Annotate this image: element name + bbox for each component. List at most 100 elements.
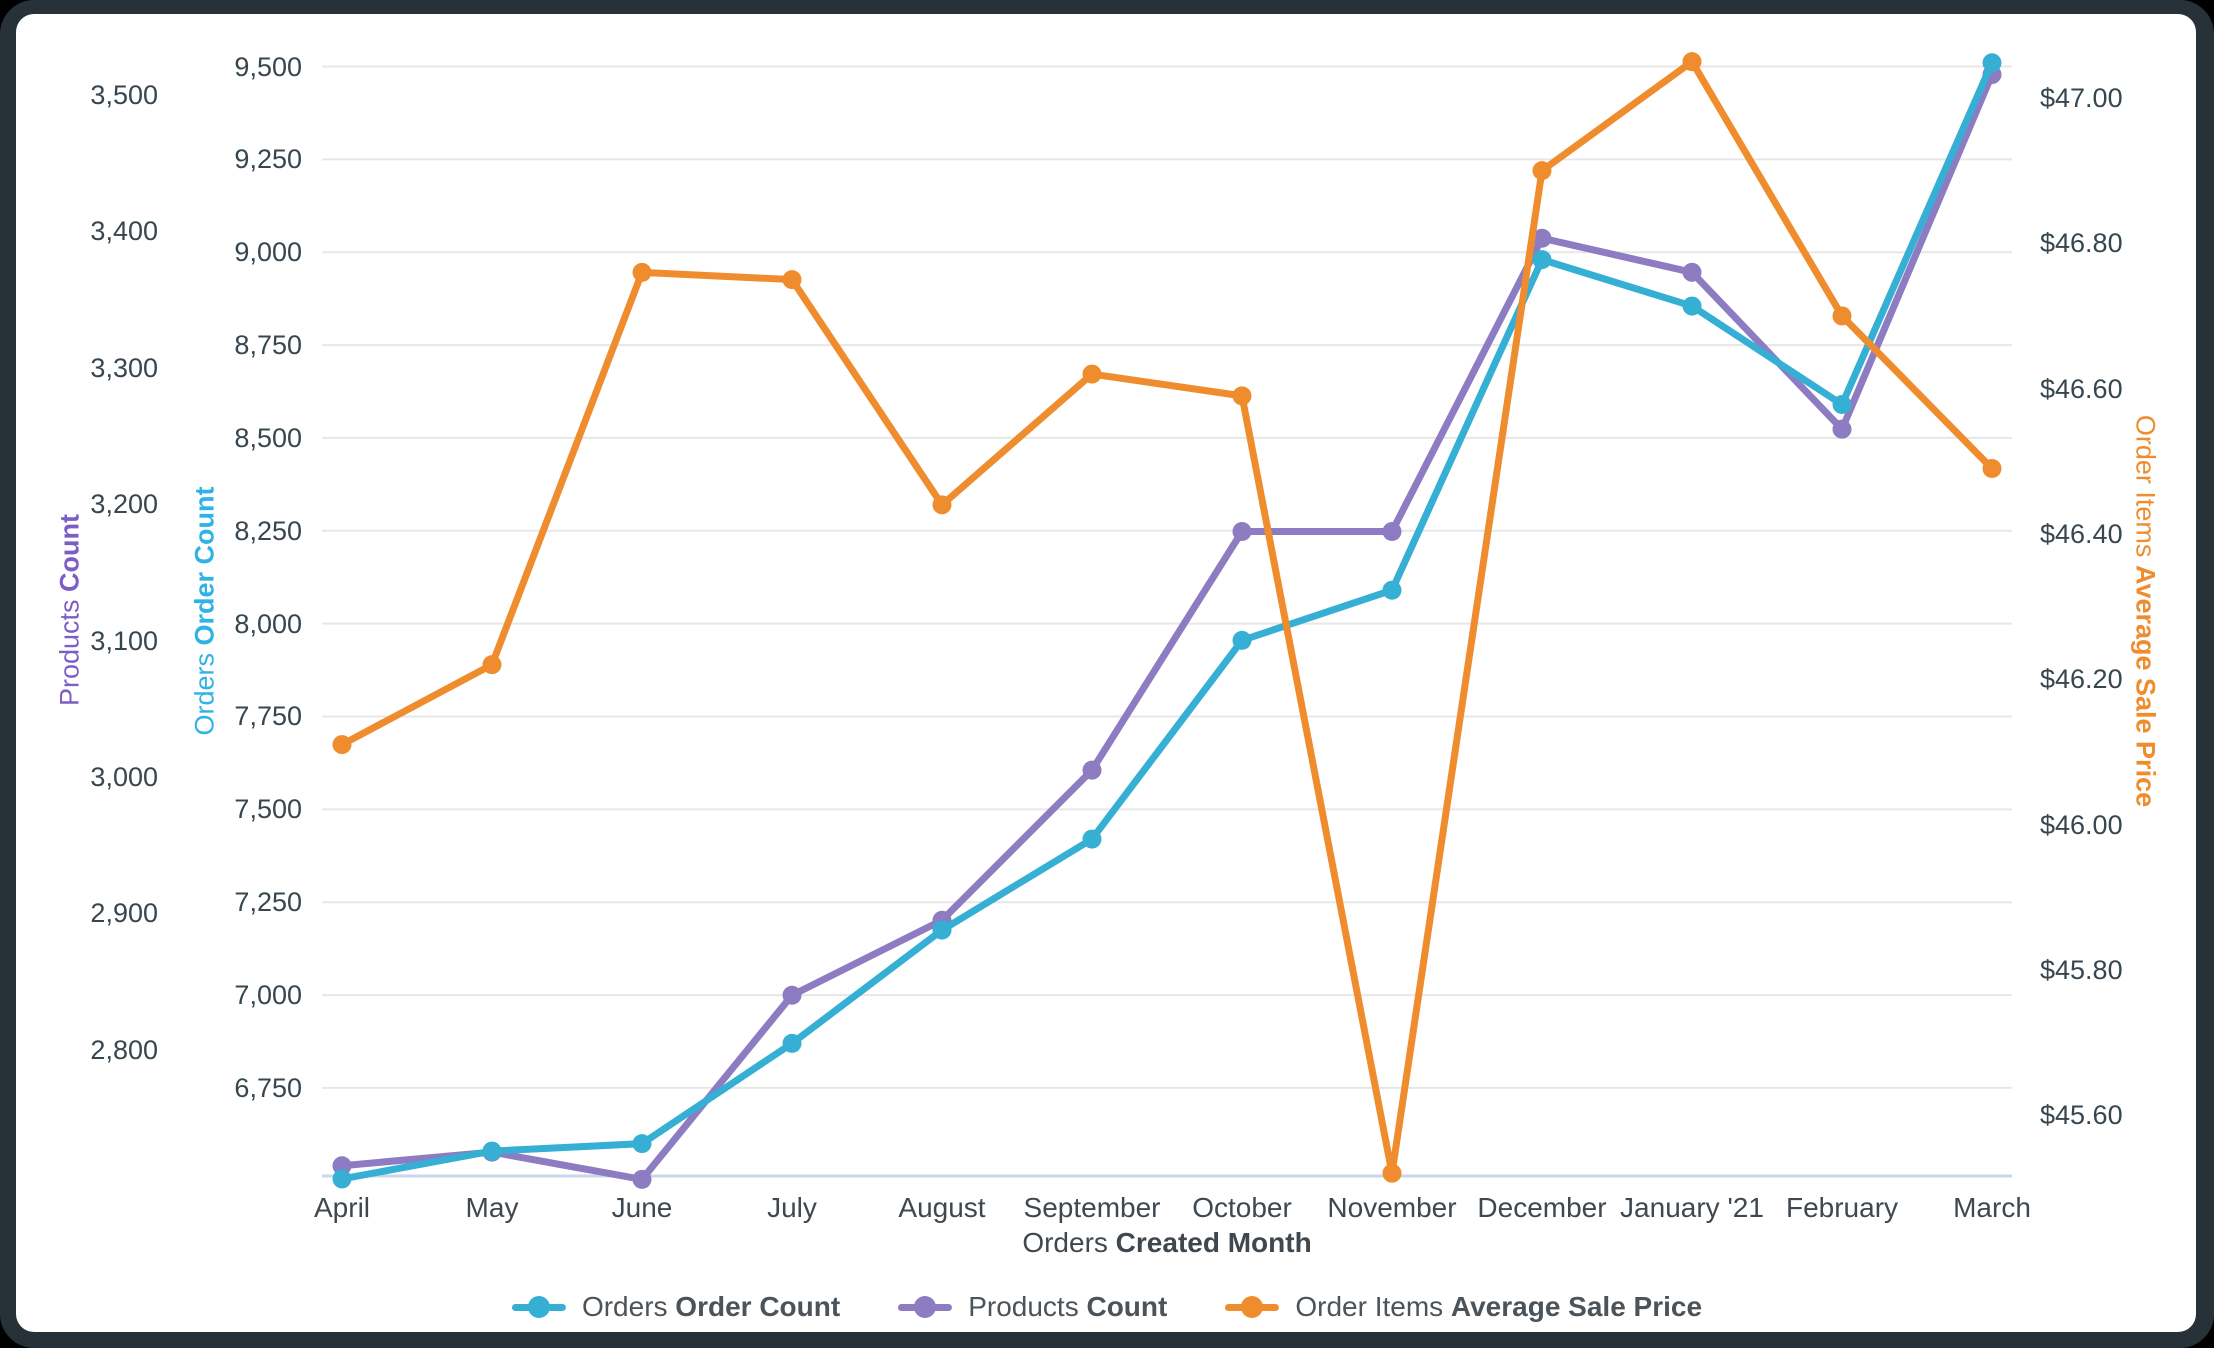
data-point-order-count-8[interactable]	[1532, 250, 1552, 270]
y-tick-orders: 9,500	[234, 51, 302, 82]
plot-layer: 9,500 9,250 9,000 8,750 8,500 8,250 8,000 7,750…	[16, 14, 2196, 1332]
data-point-count-10[interactable]	[1832, 419, 1852, 439]
data-point-order-count-9[interactable]	[1682, 296, 1702, 316]
data-point-average-sale-price-7[interactable]	[1382, 1163, 1402, 1183]
axis-title-view: Order Items	[2130, 414, 2161, 558]
x-tick-month: December	[1477, 1192, 1607, 1223]
legend-label-field: Order Count	[675, 1291, 841, 1322]
legend-label: Orders Order Count	[582, 1291, 840, 1323]
legend-marker-line	[1225, 1296, 1280, 1318]
axis-title-field: Count	[54, 513, 85, 592]
y-tick-orders: 9,000	[234, 237, 302, 268]
data-point-count-0[interactable]	[332, 1156, 352, 1176]
data-point-count-9[interactable]	[1682, 262, 1702, 282]
x-axis-title-field: Created Month	[1115, 1227, 1312, 1258]
data-point-average-sale-price-4[interactable]	[932, 495, 952, 515]
axis-title-field: Order Count	[189, 486, 220, 646]
y-tick-products: 3,100	[90, 625, 158, 656]
x-tick-month: February	[1785, 1192, 1899, 1223]
data-point-order-count-0[interactable]	[332, 1169, 352, 1189]
y-tick-products: 3,500	[90, 80, 158, 110]
legend-marker-dot	[1241, 1296, 1264, 1318]
y-tick-price: $46.60	[2040, 373, 2123, 404]
data-point-average-sale-price-10[interactable]	[1832, 306, 1852, 326]
data-point-average-sale-price-2[interactable]	[632, 262, 652, 282]
chart-legend: Orders Order Count Products Count	[511, 1291, 1702, 1323]
y-tick-price: $46.40	[2040, 518, 2123, 549]
data-point-count-5[interactable]	[1082, 760, 1102, 780]
data-point-order-count-6[interactable]	[1232, 630, 1252, 650]
legend-label: Products Count	[968, 1291, 1167, 1323]
data-point-count-8[interactable]	[1532, 228, 1552, 248]
series-line-count[interactable]	[338, 71, 1996, 1183]
y-tick-products: 3,200	[90, 489, 158, 520]
y-tick-products: 3,000	[90, 762, 158, 792]
data-point-average-sale-price-8[interactable]	[1532, 161, 1552, 181]
legend-item-products-count[interactable]: Products Count	[898, 1291, 1167, 1323]
axis-title-view: Products	[54, 599, 85, 707]
x-tick-month: March	[1953, 1192, 2031, 1223]
legend-item-average-sale-price[interactable]: Order Items Average Sale Price	[1225, 1291, 1702, 1323]
data-point-order-count-2[interactable]	[632, 1134, 652, 1154]
series-line-order-count[interactable]	[338, 59, 1996, 1183]
y-tick-price: $45.80	[2040, 954, 2123, 985]
y-tick-orders: 8,750	[234, 330, 302, 361]
axis-title-view: Orders	[189, 652, 220, 736]
legend-label-field: Average Sale Price	[1450, 1291, 1703, 1322]
data-point-count-2[interactable]	[632, 1169, 652, 1189]
y-tick-orders: 7,750	[234, 701, 302, 732]
chart-card: 9,500 9,250 9,000 8,750 8,500 8,250 8,000 7,750…	[16, 14, 2196, 1332]
y-tick-orders: 7,250	[234, 887, 302, 918]
x-tick-month: October	[1192, 1192, 1292, 1223]
data-point-average-sale-price-1[interactable]	[482, 655, 502, 675]
data-point-order-count-1[interactable]	[482, 1141, 502, 1161]
legend-marker-line	[898, 1296, 953, 1318]
x-tick-month: May	[465, 1192, 519, 1223]
y-tick-price: $46.80	[2040, 228, 2123, 259]
data-point-average-sale-price-11[interactable]	[1982, 459, 2002, 479]
y-tick-products: 3,400	[90, 216, 158, 247]
x-tick-month: July	[767, 1192, 817, 1223]
legend-label-field: Count	[1086, 1291, 1168, 1322]
legend-label-view: Orders	[581, 1291, 668, 1322]
y-tick-orders: 9,250	[234, 144, 302, 175]
legend-marker-dot	[914, 1296, 937, 1318]
data-point-count-7[interactable]	[1382, 521, 1402, 541]
data-point-order-count-7[interactable]	[1382, 580, 1402, 600]
y-axis-title-products-count: Products Count	[55, 514, 86, 706]
data-point-order-count-11[interactable]	[1982, 53, 2002, 73]
data-point-order-count-5[interactable]	[1082, 829, 1102, 849]
data-point-order-count-3[interactable]	[782, 1033, 802, 1053]
y-axis-title-average-sale-price: Order Items Average Sale Price	[2130, 415, 2161, 807]
data-point-average-sale-price-0[interactable]	[332, 735, 352, 755]
legend-label-view: Order Items	[1295, 1291, 1444, 1322]
data-point-count-3[interactable]	[782, 985, 802, 1005]
x-tick-month: August	[898, 1192, 986, 1223]
y-tick-orders: 8,500	[234, 422, 302, 453]
data-point-count-6[interactable]	[1232, 521, 1252, 541]
y-tick-products: 3,300	[90, 352, 158, 383]
y-tick-orders: 7,000	[234, 980, 302, 1011]
line-chart-plot	[322, 52, 2012, 1189]
y-tick-price: $47.00	[2040, 83, 2123, 113]
y-tick-price: $46.20	[2040, 664, 2123, 695]
legend-item-orders-order-count[interactable]: Orders Order Count	[511, 1291, 840, 1323]
legend-label-view: Products	[968, 1291, 1079, 1322]
x-tick-month: September	[1023, 1192, 1161, 1223]
data-point-average-sale-price-9[interactable]	[1682, 52, 1702, 72]
data-point-average-sale-price-6[interactable]	[1232, 386, 1252, 406]
x-tick-month: April	[313, 1192, 371, 1223]
series-line-average-sale-price[interactable]	[338, 58, 1996, 1177]
y-tick-products: 2,900	[90, 898, 158, 929]
data-point-average-sale-price-3[interactable]	[782, 270, 802, 290]
data-point-order-count-4[interactable]	[932, 920, 952, 940]
y-tick-price: $45.60	[2040, 1100, 2123, 1131]
x-axis-title-view: Orders	[1022, 1227, 1108, 1258]
data-point-order-count-10[interactable]	[1832, 394, 1852, 414]
x-tick-month: January '21	[1620, 1192, 1764, 1223]
y-tick-products: 2,800	[90, 1034, 158, 1065]
axis-title-field: Average Sale Price	[2130, 564, 2161, 808]
data-point-average-sale-price-5[interactable]	[1082, 364, 1102, 384]
y-tick-orders: 6,750	[234, 1072, 302, 1103]
